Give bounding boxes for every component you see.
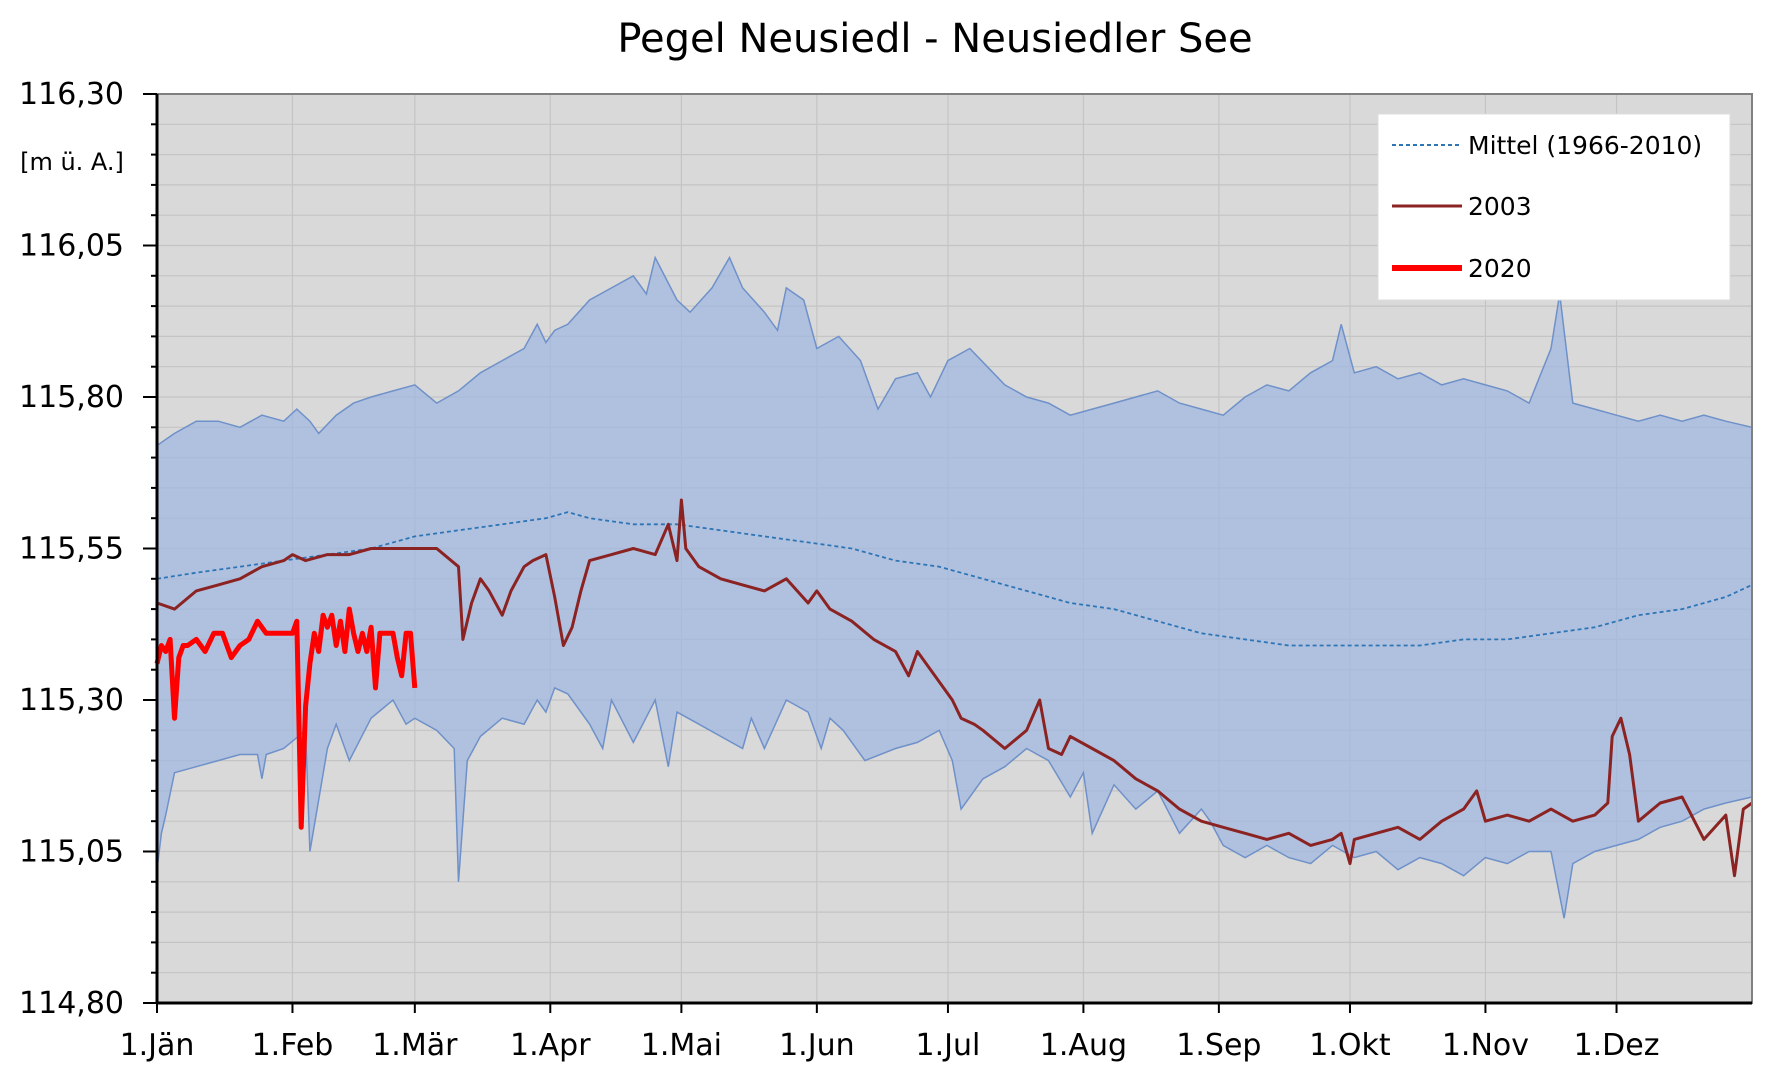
x-tick-label: 1.Sep bbox=[1176, 1028, 1261, 1063]
y-tick-label: 115,55 bbox=[19, 532, 124, 567]
x-tick-label: 1.Dez bbox=[1574, 1028, 1660, 1063]
y-tick-label: 115,05 bbox=[19, 835, 124, 870]
range-band-area bbox=[157, 257, 1752, 919]
axis-ticks: 116,30 116,05 115,80 115,55 115,30 115,05 114,… bbox=[19, 77, 1659, 1063]
x-tick-label: 1.Okt bbox=[1309, 1028, 1391, 1063]
series-line-2003 bbox=[156, 498, 1753, 878]
series-line-2020 bbox=[154, 606, 418, 830]
y-tick-label: 115,80 bbox=[19, 380, 124, 415]
legend-label-2003: 2003 bbox=[1468, 192, 1532, 221]
legend-label-2020: 2020 bbox=[1468, 254, 1532, 283]
x-tick-label: 1.Jän bbox=[120, 1028, 195, 1063]
legend: Mittel (1966-2010) 2003 2020 bbox=[1377, 113, 1731, 301]
y-tick-label: 116,05 bbox=[19, 229, 124, 264]
x-tick-label: 1.Nov bbox=[1442, 1028, 1529, 1063]
x-tick-label: 1.Jun bbox=[779, 1028, 855, 1063]
x-tick-label: 1.Apr bbox=[510, 1028, 591, 1063]
y-tick-label: 115,30 bbox=[19, 683, 124, 718]
series-lines bbox=[154, 498, 1753, 878]
x-tick-label: 1.Jul bbox=[916, 1028, 981, 1063]
x-tick-label: 1.Mär bbox=[372, 1028, 458, 1063]
range-band bbox=[156, 255, 1753, 919]
range-band-upper-line bbox=[156, 255, 1753, 447]
x-tick-label: 1.Aug bbox=[1040, 1028, 1127, 1063]
chart-title: Pegel Neusiedl - Neusiedler See bbox=[617, 16, 1252, 62]
legend-label-mittel: Mittel (1966-2010) bbox=[1468, 131, 1702, 160]
y-tick-label: 116,30 bbox=[19, 77, 124, 112]
range-band-lower-line bbox=[156, 686, 1753, 919]
series-line-mittel bbox=[156, 511, 1753, 647]
x-tick-label: 1.Feb bbox=[252, 1028, 334, 1063]
y-tick-label: 114,80 bbox=[19, 986, 124, 1021]
y-axis-unit-label: [m ü. A.] bbox=[20, 148, 124, 176]
x-tick-label: 1.Mai bbox=[641, 1028, 722, 1063]
